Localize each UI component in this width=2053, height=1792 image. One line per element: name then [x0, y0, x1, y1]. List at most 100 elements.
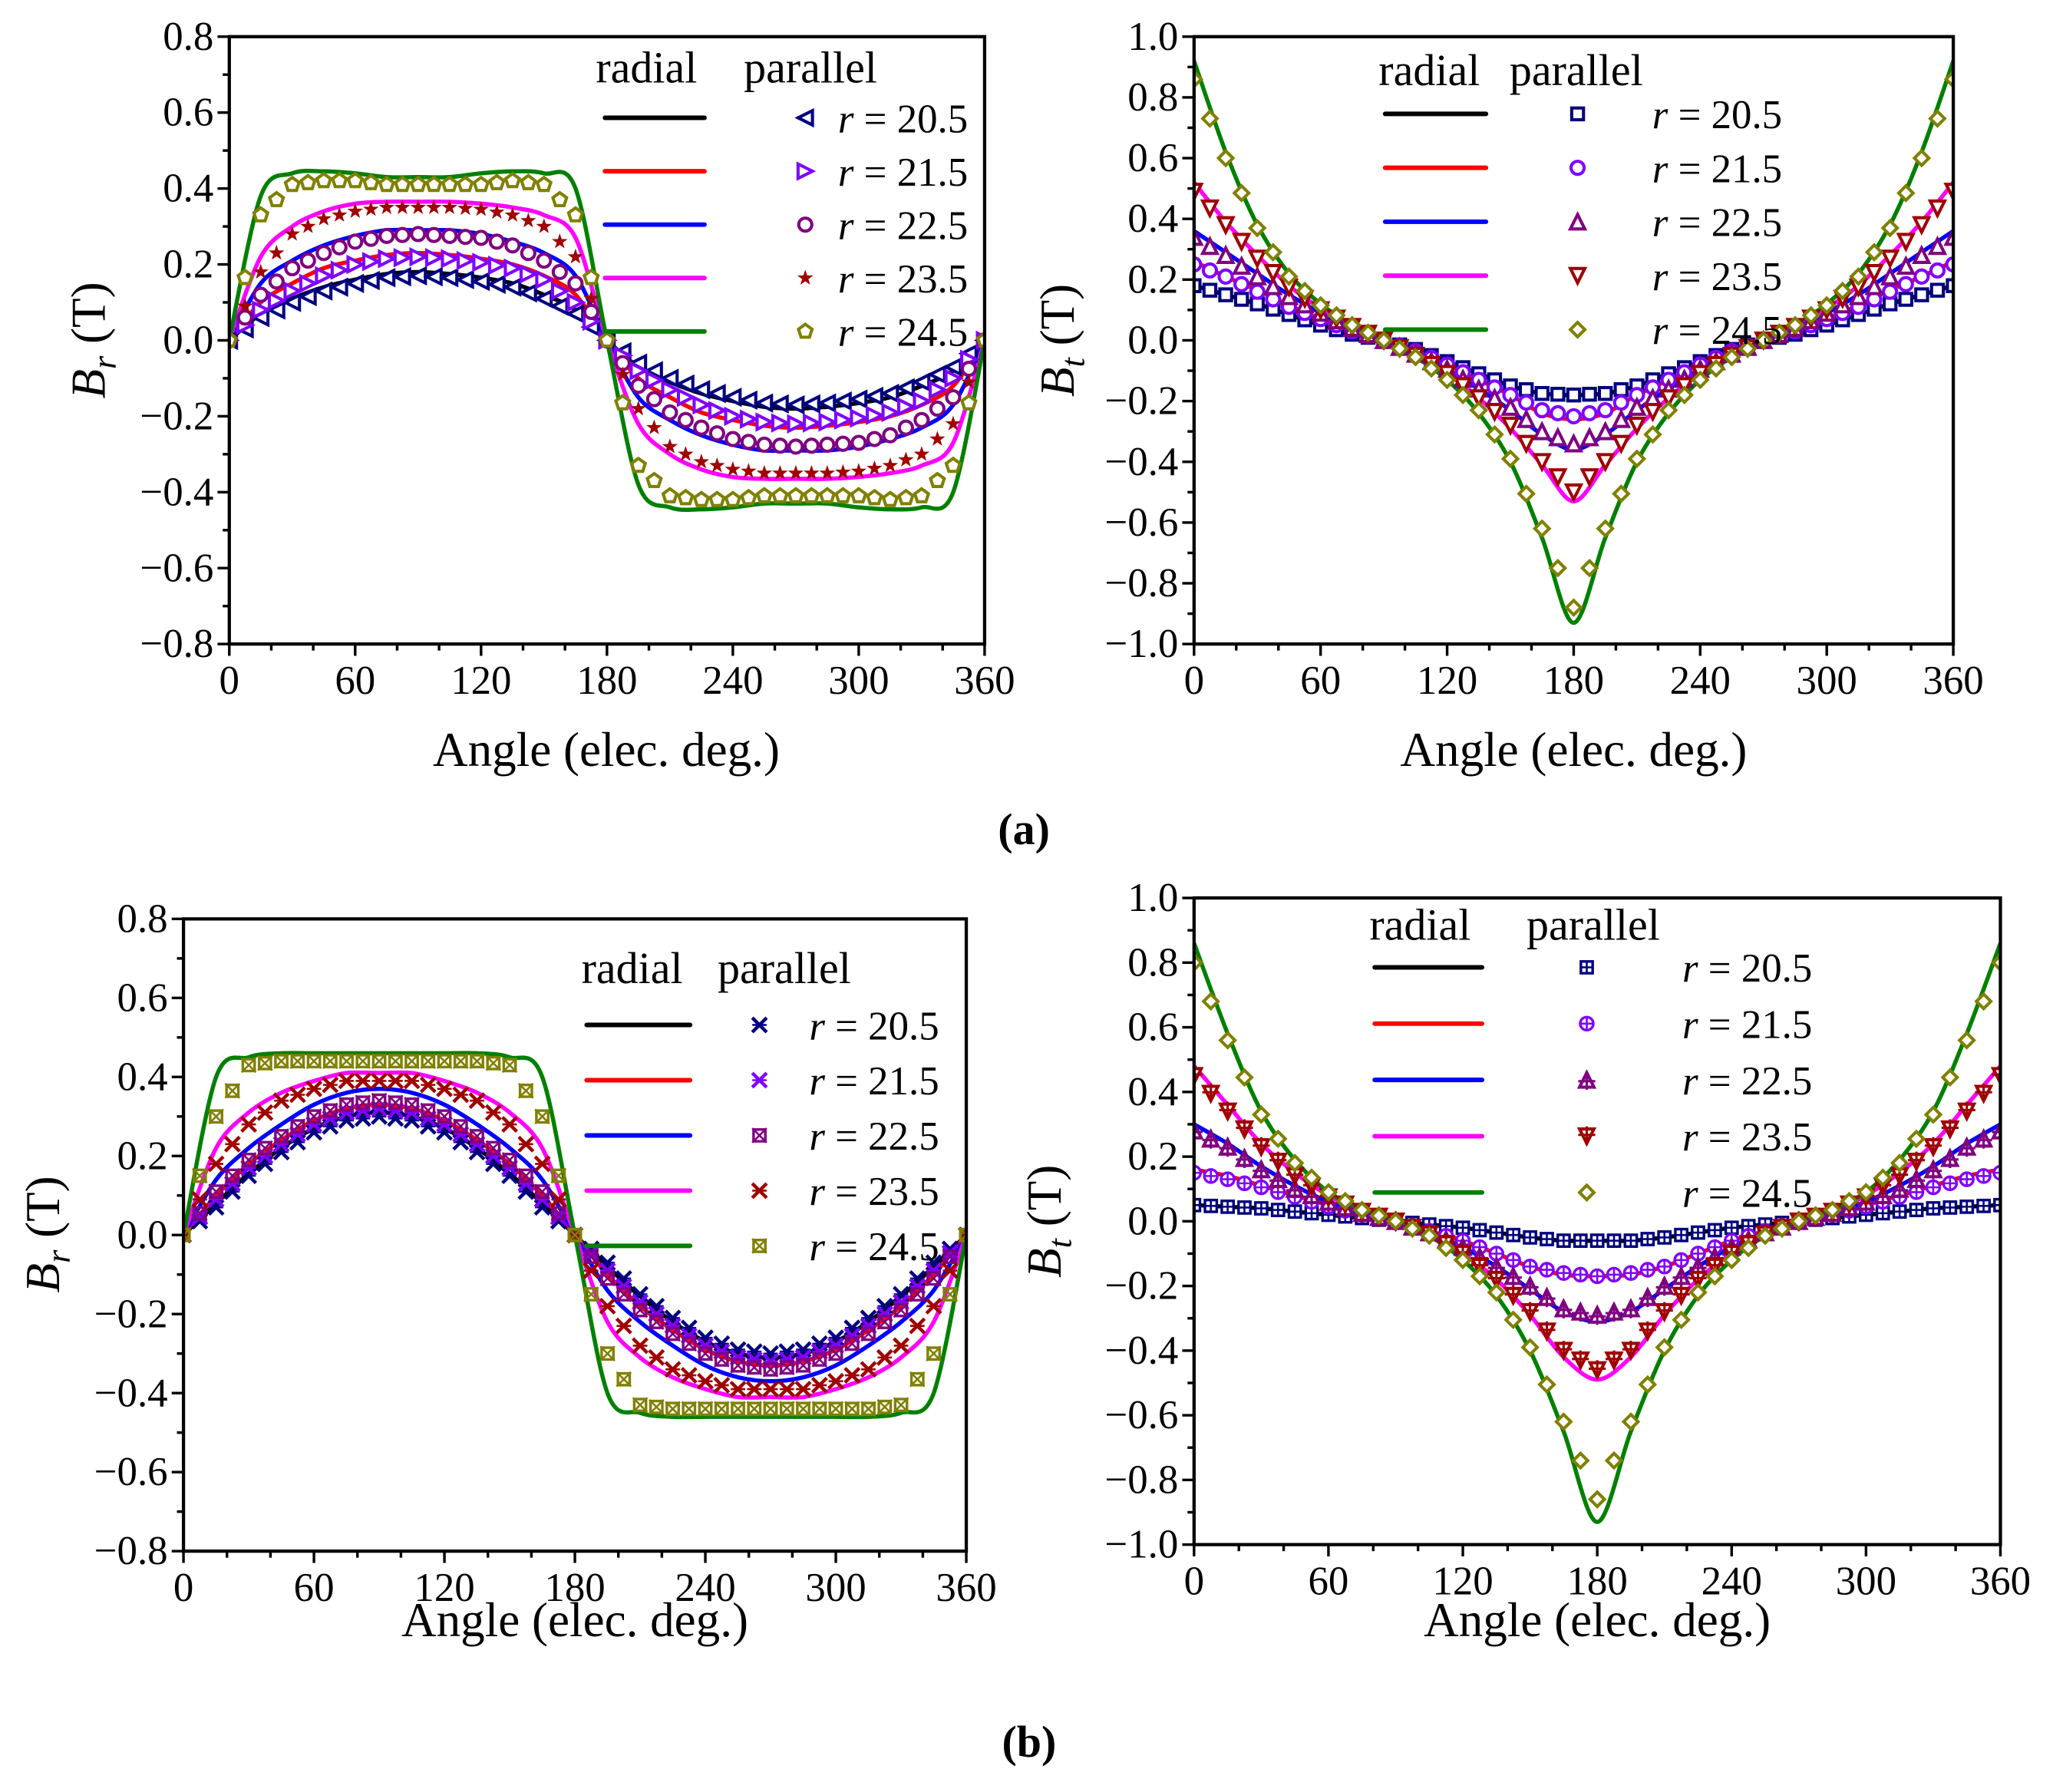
marker-square-x: [305, 1108, 322, 1125]
marker-diamond: [1421, 358, 1441, 378]
marker-tri-right: [724, 406, 744, 427]
marker-shape: [909, 1287, 925, 1302]
marker-square-x: [649, 1398, 665, 1415]
marker-square-x: [289, 1118, 306, 1134]
marker-shape: [1202, 282, 1218, 298]
marker-circle: [284, 259, 301, 277]
marker-tri-up: [1563, 433, 1584, 453]
marker-tri-up: [1880, 266, 1900, 285]
marker-tri-plus-down: [1200, 1084, 1221, 1104]
marker-stroke: [649, 1314, 665, 1330]
marker-shape: [1659, 389, 1678, 409]
marker-shape: [913, 487, 931, 503]
marker-shape: [1770, 323, 1789, 342]
marker-star: [913, 446, 930, 461]
y-label-unit: (T): [1031, 284, 1084, 358]
marker-tri-left: [454, 269, 474, 290]
marker-square-x: [208, 1108, 224, 1125]
caption-b: (b): [1002, 1717, 1056, 1767]
marker-shape: [315, 171, 333, 189]
marker-shape: [1659, 401, 1678, 420]
marker-shape: [183, 1227, 191, 1243]
marker-tri-right: [881, 402, 901, 423]
marker-pentagon: [520, 173, 537, 190]
y-tick-label: 0.4: [1127, 196, 1178, 241]
marker-shape: [1568, 320, 1587, 339]
marker-stroke: [338, 1053, 355, 1069]
marker-shape: [797, 269, 814, 285]
marker-shape: [1500, 449, 1520, 469]
marker-square-x: [257, 1054, 273, 1071]
marker-shape: [486, 1055, 501, 1071]
marker-shape: [503, 258, 523, 279]
marker-square-x: [746, 1401, 763, 1417]
marker-stroke: [681, 1335, 698, 1352]
marker-square-x: [632, 1302, 649, 1318]
marker-shape: [378, 175, 396, 193]
marker-pentagon: [614, 394, 632, 411]
marker-stroke: [665, 1401, 681, 1417]
marker-tri-left: [344, 273, 365, 293]
marker-square-x: [795, 1357, 811, 1374]
marker-circle: [252, 286, 269, 303]
marker-square-x: [942, 1286, 959, 1302]
marker-tri-right: [252, 300, 272, 320]
marker-square-x: [273, 1053, 289, 1069]
marker-tri-right: [535, 269, 555, 290]
marker-pentagon: [850, 487, 868, 503]
marker-tri-plus: [1671, 1266, 1692, 1286]
marker-shape: [787, 414, 807, 434]
marker-shape: [486, 1140, 501, 1156]
marker-tri-down: [1193, 183, 1204, 203]
marker-shape: [520, 212, 536, 228]
marker-tri-left: [438, 268, 459, 288]
marker-shape: [192, 1168, 207, 1183]
marker-shape: [488, 233, 505, 250]
marker-pentagon: [299, 173, 317, 190]
x-tick-label: 0: [173, 1566, 193, 1610]
y-tick-label: 0.2: [117, 1134, 168, 1178]
marker-square-x: [355, 1053, 371, 1069]
y-label-subscript: t: [1040, 1237, 1078, 1248]
y-tick-label: 0.4: [117, 1054, 168, 1099]
marker-diamond: [1193, 953, 1204, 972]
marker-circle: [1550, 404, 1566, 422]
marker-square-x: [751, 1127, 767, 1144]
marker-pentagon: [897, 488, 915, 506]
marker-x: [925, 1297, 942, 1315]
marker-shape: [661, 380, 681, 400]
marker-square-x: [534, 1108, 550, 1125]
y-label-symbol: B: [1031, 368, 1084, 398]
marker-shape: [738, 390, 757, 411]
x-tick-label: 360: [954, 658, 1015, 703]
marker-shape: [787, 487, 805, 503]
legend-header-parallel: parallel: [1527, 900, 1660, 950]
marker-diamond: [1957, 1031, 1976, 1050]
y-tick-label: 0.6: [1127, 136, 1178, 180]
marker-shape: [1943, 183, 1954, 203]
marker-pentagon: [796, 322, 814, 339]
marker-tri-down: [1232, 233, 1252, 252]
marker-shape: [1249, 283, 1266, 300]
marker-shape: [1914, 287, 1929, 302]
marker-square-x: [338, 1097, 355, 1113]
marker-stroke: [616, 1286, 632, 1302]
marker-square-x: [485, 1054, 502, 1071]
legend-value: = 23.5: [1698, 1115, 1813, 1160]
marker-shape: [658, 368, 679, 388]
marker-shape: [299, 273, 319, 293]
marker-shape: [866, 488, 883, 506]
marker-x: [240, 1116, 258, 1134]
marker-shape: [410, 199, 426, 215]
y-label-symbol: B: [16, 1263, 70, 1293]
marker-tri-left: [690, 380, 711, 400]
marker-shape: [394, 199, 411, 215]
marker-tri-down: [1216, 216, 1236, 236]
marker-shape: [1579, 468, 1599, 488]
parallel-series-r22.5: [229, 226, 985, 455]
marker-star: [237, 298, 253, 313]
marker-shape: [344, 273, 365, 293]
marker-pentagon: [424, 175, 443, 193]
marker-tri-plus-down: [1193, 1065, 1204, 1087]
marker-shape: [1247, 249, 1267, 269]
